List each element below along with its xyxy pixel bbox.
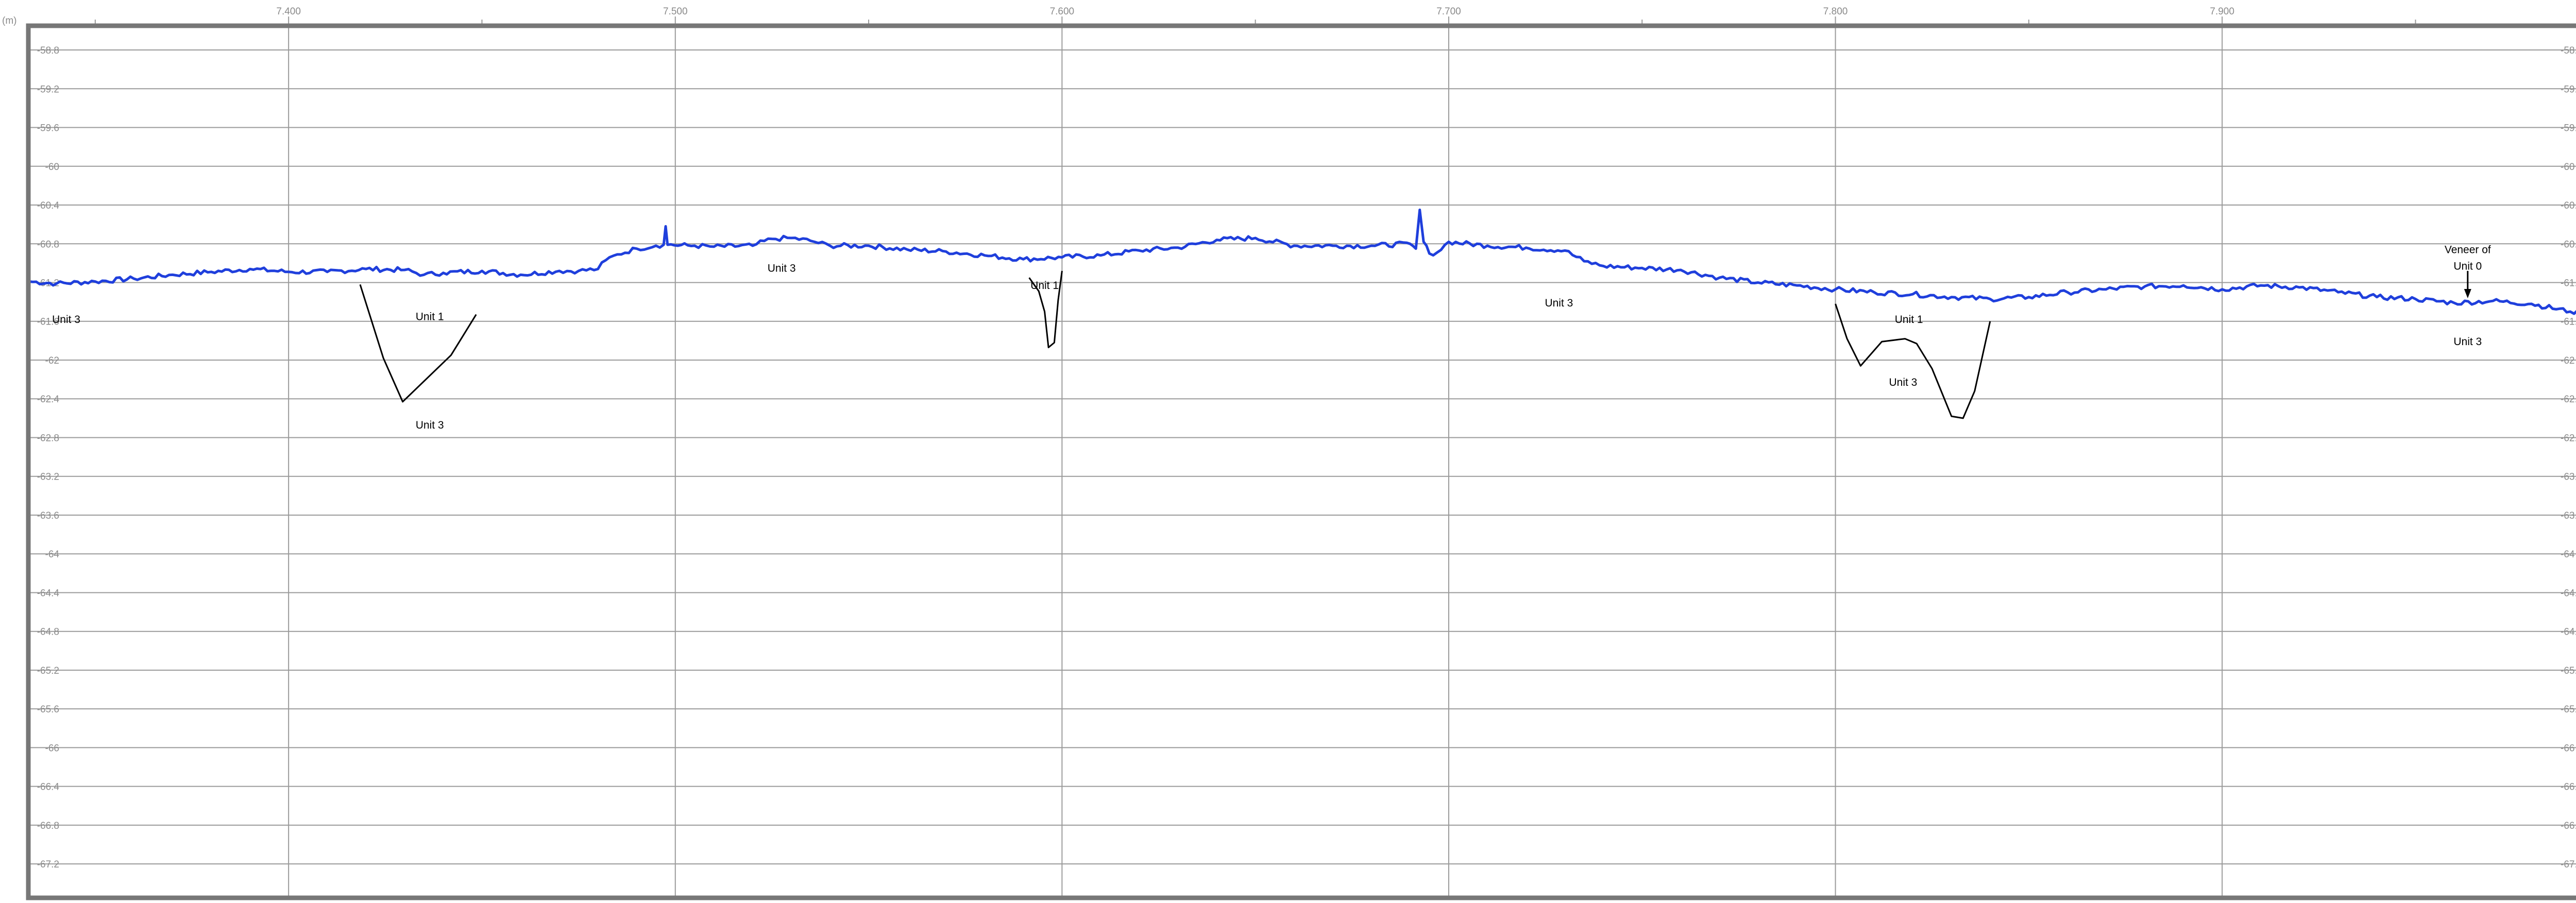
annotation-label: Unit 1	[1895, 314, 1923, 326]
y-tick-label-left: -65.6	[37, 704, 59, 715]
x-tick-label: 7.700	[1436, 6, 1461, 17]
y-tick-label-left: -62.8	[37, 433, 59, 444]
y-tick-label-right: -66.4	[2561, 782, 2576, 793]
y-tick-label-left: -65.2	[37, 666, 59, 676]
plot-frame	[26, 23, 2576, 900]
grid-lines	[28, 16, 2576, 898]
annotation-label: Unit 3	[52, 314, 80, 326]
y-tick-label-right: -65.2	[2561, 666, 2576, 676]
y-tick-label-right: -64	[2561, 549, 2575, 560]
y-tick-label-right: -63.2	[2561, 472, 2576, 483]
annotation-label: Unit 1	[1030, 280, 1059, 292]
y-tick-label-left: -59.6	[37, 123, 59, 134]
y-tick-label-left: -66.8	[37, 821, 59, 831]
y-tick-label-left: -62.4	[37, 394, 60, 405]
y-tick-label-right: -63.6	[2561, 510, 2576, 521]
y-tick-label-left: -64.4	[37, 588, 60, 599]
y-tick-label-left: -59.2	[37, 84, 59, 95]
y-tick-label-left: -60.4	[37, 200, 60, 211]
annotation-label: Veneer of	[2445, 244, 2491, 256]
seafloor-line	[29, 208, 2576, 315]
unit-contact-line	[1028, 270, 1063, 348]
y-tick-label-right: -58.8	[2561, 45, 2576, 56]
y-tick-label-left: -66.4	[37, 782, 60, 793]
annotation-label: Unit 3	[416, 419, 444, 431]
y-tick-label-right: -65.6	[2561, 704, 2576, 715]
y-tick-label-right: -60.4	[2561, 200, 2576, 211]
y-tick-label-right: -59.2	[2561, 84, 2576, 95]
veneer-arrowhead	[2464, 288, 2471, 298]
y-tick-label-right: -62.4	[2561, 394, 2576, 405]
annotation-label: Unit 3	[768, 262, 796, 274]
y-unit-left: (m)	[2, 15, 16, 26]
y-tick-label-right: -67.2	[2561, 859, 2576, 870]
unit-contacts	[359, 270, 2471, 419]
y-tick-label-left: -66	[45, 743, 59, 754]
unit-contact-line	[359, 284, 477, 403]
y-tick-label-left: -64	[45, 549, 60, 560]
y-tick-label-left: -58.8	[37, 45, 59, 56]
y-tick-label-left: -60.8	[37, 239, 59, 250]
y-tick-label-right: -60.8	[2561, 239, 2576, 250]
annotation-label: Unit 3	[2453, 336, 2482, 348]
x-tick-label: 7.500	[663, 6, 688, 17]
annotations: Unit 3 Unit 1 Unit 3 Unit 3 Unit 1 Unit 3 Unit…	[52, 244, 2491, 431]
y-tick-label-left: -67.2	[37, 859, 59, 870]
x-tick-label: 7.800	[1823, 6, 1848, 17]
y-tick-label-left: -63.6	[37, 510, 59, 521]
y-tick-label-right: -61.6	[2561, 317, 2576, 328]
y-tick-label-right: -64.4	[2561, 588, 2576, 599]
y-tick-label-left: -64.8	[37, 627, 59, 638]
series-lines	[29, 208, 2576, 315]
annotation-label: Unit 1	[416, 311, 444, 322]
y-tick-label-left: -61.6	[37, 317, 59, 328]
y-tick-label-left: -63.2	[37, 472, 59, 483]
y-tick-label-left: -60	[45, 162, 59, 173]
y-tick-label-right: -64.8	[2561, 627, 2576, 638]
y-tick-label-right: -60	[2561, 162, 2574, 173]
y-tick-label-right: -66	[2561, 743, 2574, 754]
annotation-label: Unit 0	[2453, 261, 2482, 272]
annotation-label: Unit 3	[1545, 297, 1573, 309]
y-tick-label-right: -59.6	[2561, 123, 2576, 134]
x-tick-label: 7.400	[276, 6, 301, 17]
x-tick-label: 7.900	[2210, 6, 2234, 17]
y-tick-label-right: -62.8	[2561, 433, 2576, 444]
y-tick-label-right: -61.2	[2561, 278, 2576, 288]
axis-labels: 7.400 7.500 7.600 7.700 7.800 7.900 -58.8 -58.8…	[2, 6, 2576, 870]
y-tick-label-right: -62	[2561, 355, 2574, 366]
y-tick-label-right: -66.8	[2561, 821, 2576, 831]
annotation-label: Unit 3	[1889, 377, 1917, 388]
y-tick-label-left: -62	[45, 355, 59, 366]
unit-contact-line	[1835, 303, 1991, 419]
x-tick-label: 7.600	[1050, 6, 1075, 17]
